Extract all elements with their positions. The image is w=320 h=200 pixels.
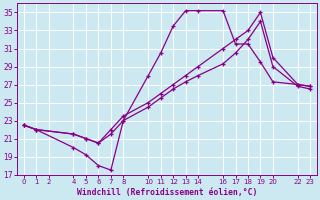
X-axis label: Windchill (Refroidissement éolien,°C): Windchill (Refroidissement éolien,°C) xyxy=(77,188,257,197)
